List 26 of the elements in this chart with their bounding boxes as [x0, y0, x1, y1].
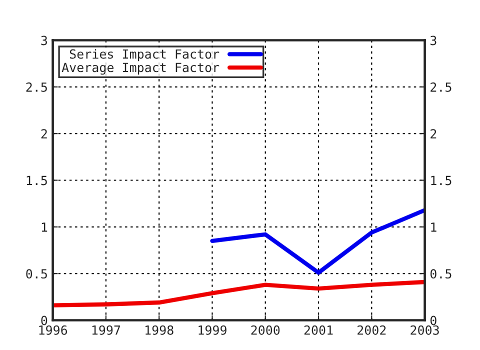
y-tick-label: 3: [41, 36, 47, 46]
line-series: [52, 280, 425, 308]
y2-tick-label: 0.5: [430, 269, 452, 279]
x-tick-label: 2003: [410, 325, 439, 335]
y2-tick-label: 3: [430, 36, 436, 46]
x-tick-label: 1997: [92, 325, 120, 335]
legend-label: Average Impact Factor: [62, 62, 220, 75]
y-tick-label: 0.5: [26, 269, 47, 279]
x-tick-label: 2001: [304, 325, 333, 335]
y-tick-label: 1.5: [26, 176, 47, 186]
x-tick-label: 2000: [251, 325, 280, 335]
x-tick-label: 2002: [358, 325, 386, 335]
y2-tick-label: 1: [431, 222, 436, 232]
y2-tick-label: 1.5: [431, 176, 452, 186]
x-tick-label: 1999: [198, 325, 226, 335]
line-series: [210, 208, 425, 275]
y2-tick-label: 2.5: [430, 82, 452, 92]
y-tick-label: 1: [42, 222, 48, 232]
x-tick-label: 1996: [39, 325, 68, 335]
y-tick-label: 0: [41, 316, 48, 326]
y-tick-label: 2.5: [26, 82, 47, 92]
y-tick-label: 2: [41, 129, 47, 138]
y2-tick-label: 0: [430, 316, 436, 326]
legend-label: Series Impact Factor: [70, 49, 220, 62]
y2-tick-label: 2: [430, 129, 436, 138]
x-tick-label: 1998: [146, 325, 174, 335]
